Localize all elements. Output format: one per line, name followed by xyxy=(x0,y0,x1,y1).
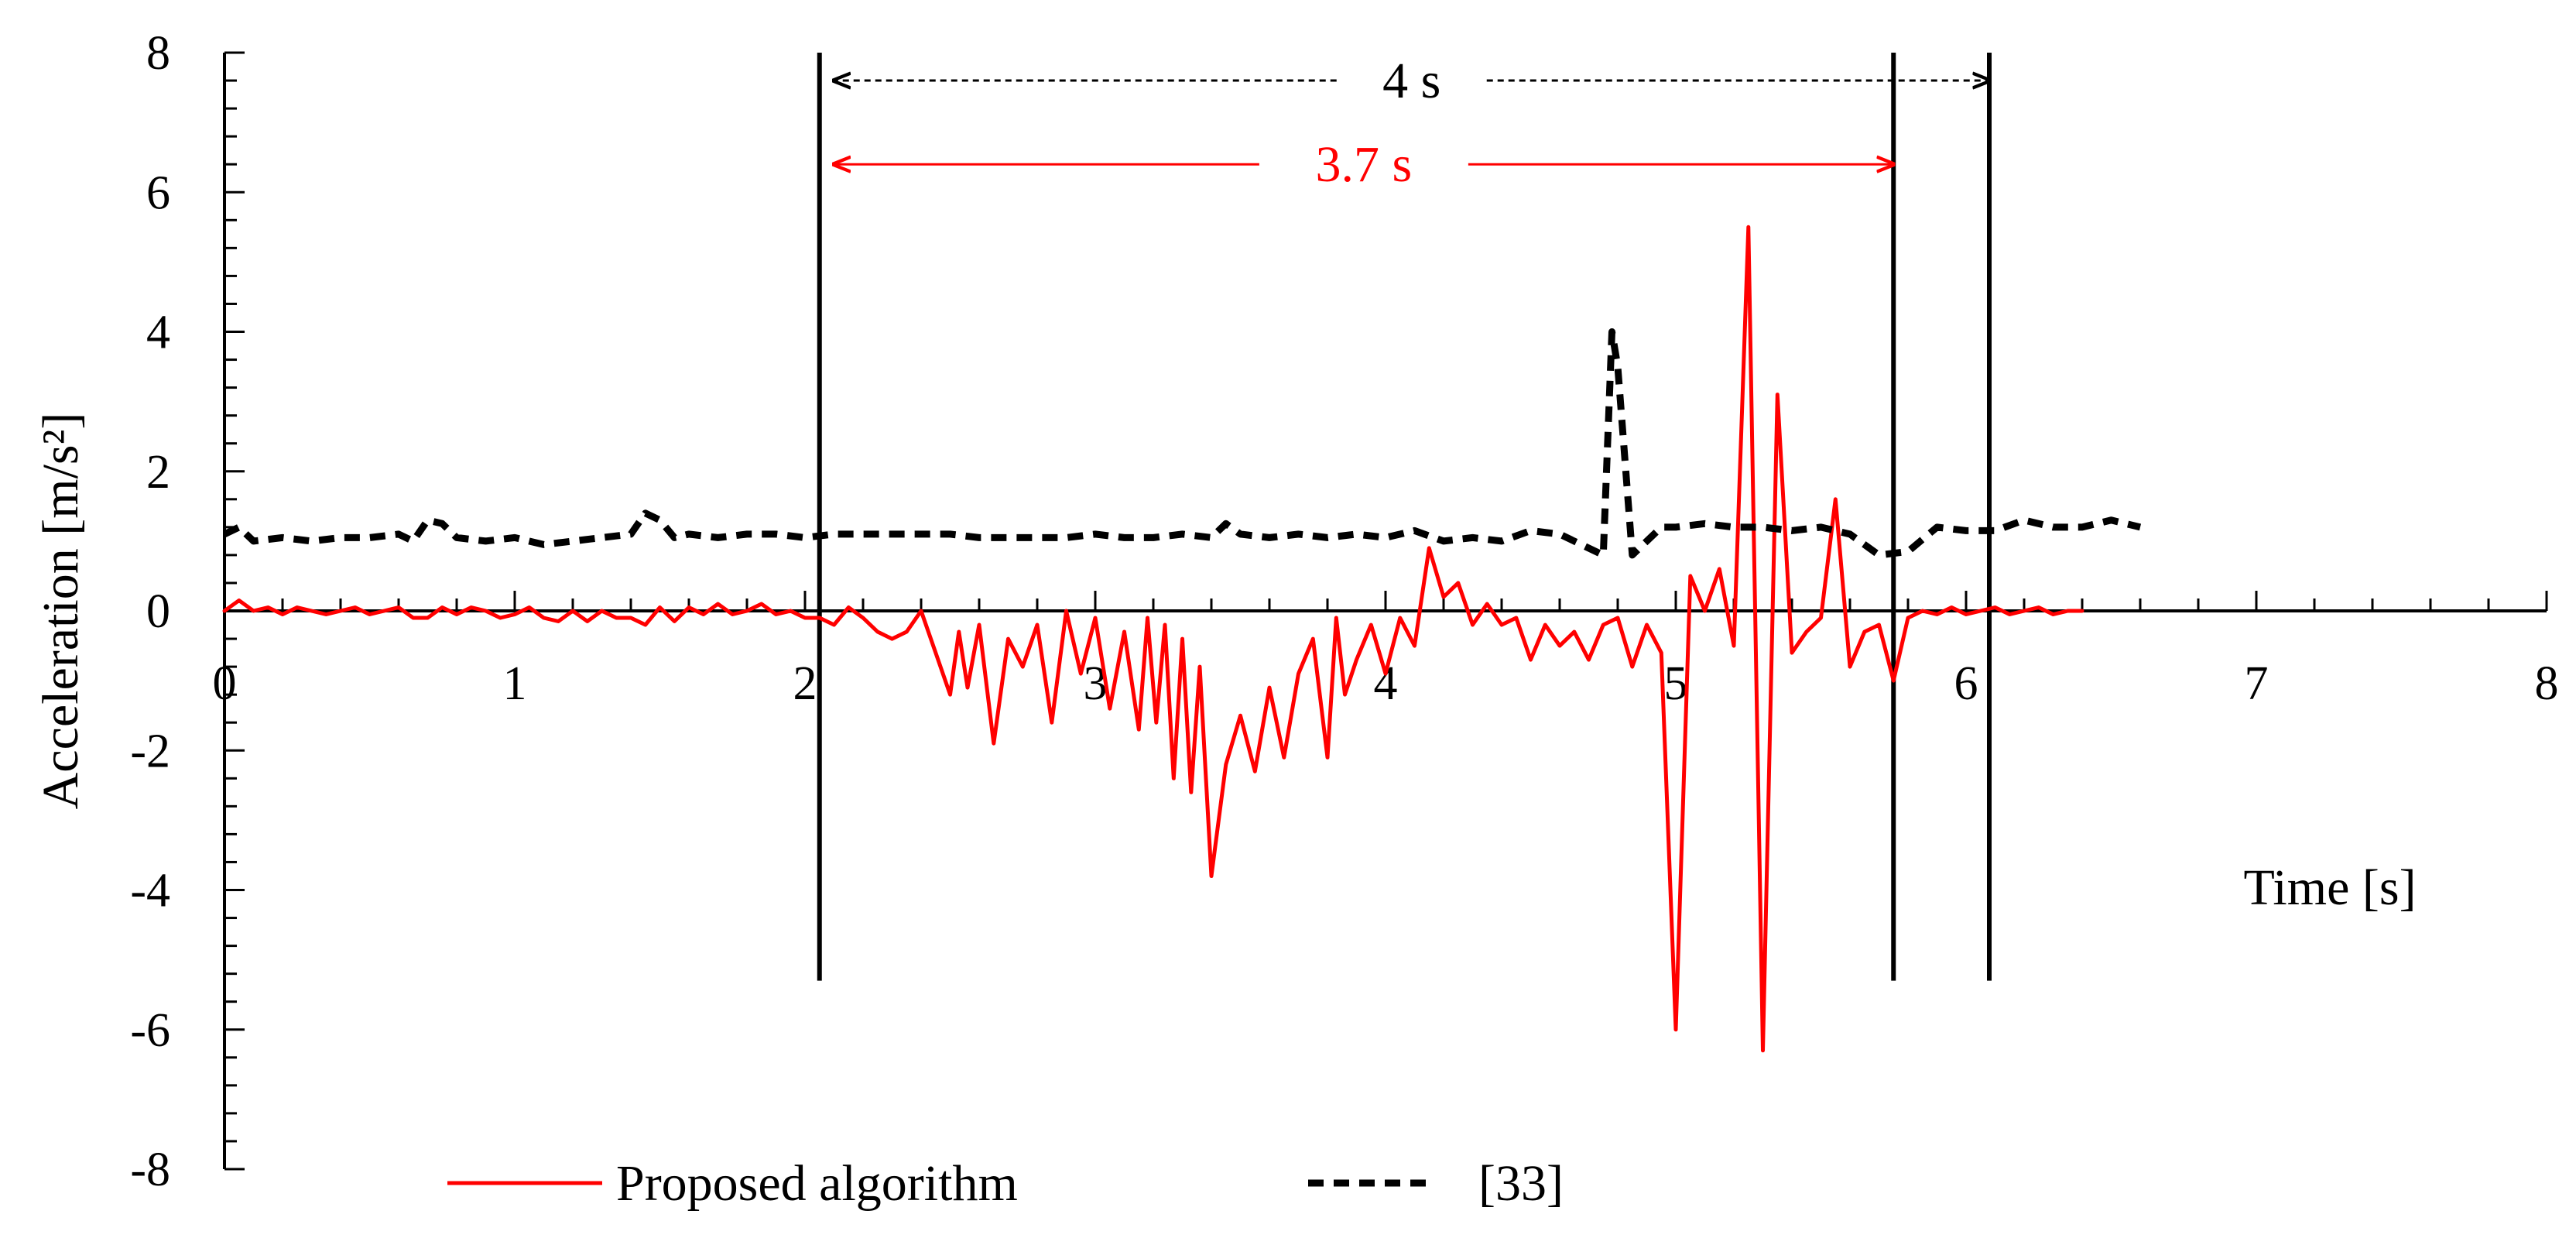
y-tick-label: 4 xyxy=(146,307,170,359)
x-tick-label: 0 xyxy=(213,657,237,710)
y-tick-label: -6 xyxy=(130,1004,170,1057)
y-tick-label: -8 xyxy=(130,1144,170,1196)
legend-label-ref33: [33] xyxy=(1478,1155,1564,1212)
legend: Proposed algorithm [33] xyxy=(447,1155,1564,1212)
x-tick-label: 7 xyxy=(2245,657,2269,710)
x-tick-label: 1 xyxy=(503,657,527,710)
duration-label-3-7s: 3.7 s xyxy=(1316,136,1413,193)
x-tick-label: 4 xyxy=(1374,657,1398,710)
series-line-1 xyxy=(223,328,2142,559)
y-tick-label: 2 xyxy=(146,446,170,499)
y-tick-label: -4 xyxy=(130,865,170,917)
y-tick-label: 8 xyxy=(146,27,170,80)
y-axis-title: Acceleration [m/s²] xyxy=(33,413,89,810)
y-tick-label: -2 xyxy=(130,725,170,777)
x-tick-label: 8 xyxy=(2535,657,2559,710)
legend-label-proposed: Proposed algorithm xyxy=(616,1155,1018,1212)
x-tick-label: 6 xyxy=(1954,657,1978,710)
x-tick-label: 2 xyxy=(793,657,817,710)
y-tick-label: 0 xyxy=(146,585,170,638)
y-tick-label: 6 xyxy=(146,166,170,219)
duration-label-4s: 4 s xyxy=(1382,53,1440,109)
series-line-0 xyxy=(222,225,2084,1053)
x-tick-label: 5 xyxy=(1664,657,1688,710)
x-axis-title: Time [s] xyxy=(2243,859,2416,916)
annotation-layer: 4 s 3.7 s xyxy=(1316,53,1441,193)
